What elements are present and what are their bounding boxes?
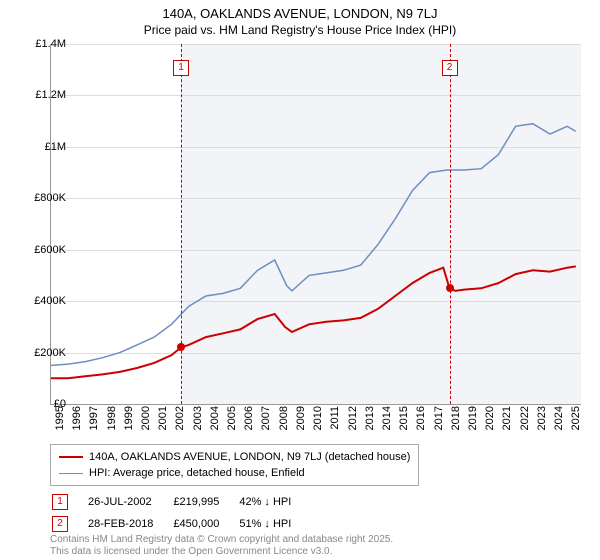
x-axis-label: 2004: [209, 406, 221, 446]
x-axis-label: 2024: [553, 406, 565, 446]
legend-label: HPI: Average price, detached house, Enfi…: [89, 467, 305, 479]
x-axis-label: 2025: [570, 406, 582, 446]
x-axis-label: 1999: [123, 406, 135, 446]
footer-attribution: Contains HM Land Registry data © Crown c…: [50, 534, 393, 558]
legend-swatch: [59, 456, 83, 458]
event-marker-line: [450, 44, 451, 404]
x-axis-label: 2014: [381, 406, 393, 446]
x-axis-label: 2005: [226, 406, 238, 446]
y-axis-label: £1.2M: [35, 89, 66, 101]
legend-label: 140A, OAKLANDS AVENUE, LONDON, N9 7LJ (d…: [89, 451, 410, 463]
x-axis-label: 2010: [312, 406, 324, 446]
event-date: 28-FEB-2018: [88, 514, 171, 534]
legend-item-price-paid: 140A, OAKLANDS AVENUE, LONDON, N9 7LJ (d…: [59, 449, 410, 465]
x-axis-label: 2017: [433, 406, 445, 446]
event-delta: 51% ↓ HPI: [239, 514, 309, 534]
x-axis-label: 2021: [501, 406, 513, 446]
y-axis-label: £800K: [34, 192, 66, 204]
x-axis-label: 1998: [106, 406, 118, 446]
event-point: [177, 343, 185, 351]
event-date: 26-JUL-2002: [88, 492, 171, 512]
event-point: [446, 284, 454, 292]
y-axis-label: £1M: [45, 141, 66, 153]
x-axis-label: 2019: [467, 406, 479, 446]
y-axis-label: £600K: [34, 244, 66, 256]
y-axis-label: £400K: [34, 295, 66, 307]
x-axis-label: 2012: [347, 406, 359, 446]
event-price: £219,995: [173, 492, 237, 512]
y-axis-label: £200K: [34, 347, 66, 359]
chart-legend: 140A, OAKLANDS AVENUE, LONDON, N9 7LJ (d…: [50, 444, 419, 486]
x-axis-label: 2006: [243, 406, 255, 446]
x-axis-label: 2001: [157, 406, 169, 446]
legend-swatch: [59, 473, 83, 474]
chart-lines: [51, 44, 581, 404]
event-marker-icon: 1: [52, 494, 68, 510]
x-axis-label: 2003: [192, 406, 204, 446]
series-line: [51, 266, 576, 378]
event-price: £450,000: [173, 514, 237, 534]
event-marker-icon: 2: [52, 516, 68, 532]
x-axis-label: 2011: [329, 406, 341, 446]
x-axis-label: 2015: [398, 406, 410, 446]
events-table: 1 26-JUL-2002 £219,995 42% ↓ HPI 2 28-FE…: [50, 490, 311, 536]
chart-subtitle: Price paid vs. HM Land Registry's House …: [0, 21, 600, 37]
x-axis-label: 2000: [140, 406, 152, 446]
x-axis-label: 2016: [415, 406, 427, 446]
event-row: 1 26-JUL-2002 £219,995 42% ↓ HPI: [52, 492, 309, 512]
event-delta: 42% ↓ HPI: [239, 492, 309, 512]
x-axis-label: 1996: [71, 406, 83, 446]
x-axis-label: 2018: [450, 406, 462, 446]
y-axis-label: £1.4M: [35, 38, 66, 50]
series-line: [51, 124, 576, 366]
x-axis-label: 2022: [519, 406, 531, 446]
chart-title: 140A, OAKLANDS AVENUE, LONDON, N9 7LJ: [0, 0, 600, 21]
x-axis-label: 1995: [54, 406, 66, 446]
x-axis-label: 2008: [278, 406, 290, 446]
x-axis-label: 2002: [174, 406, 186, 446]
event-marker-box: 2: [442, 60, 458, 76]
x-axis-label: 2007: [260, 406, 272, 446]
chart-plot-area: 12: [50, 44, 581, 405]
event-marker-box: 1: [173, 60, 189, 76]
x-axis-label: 2020: [484, 406, 496, 446]
x-axis-label: 2013: [364, 406, 376, 446]
legend-item-hpi: HPI: Average price, detached house, Enfi…: [59, 465, 410, 481]
x-axis-label: 1997: [88, 406, 100, 446]
x-axis-label: 2023: [536, 406, 548, 446]
event-row: 2 28-FEB-2018 £450,000 51% ↓ HPI: [52, 514, 309, 534]
x-axis-label: 2009: [295, 406, 307, 446]
